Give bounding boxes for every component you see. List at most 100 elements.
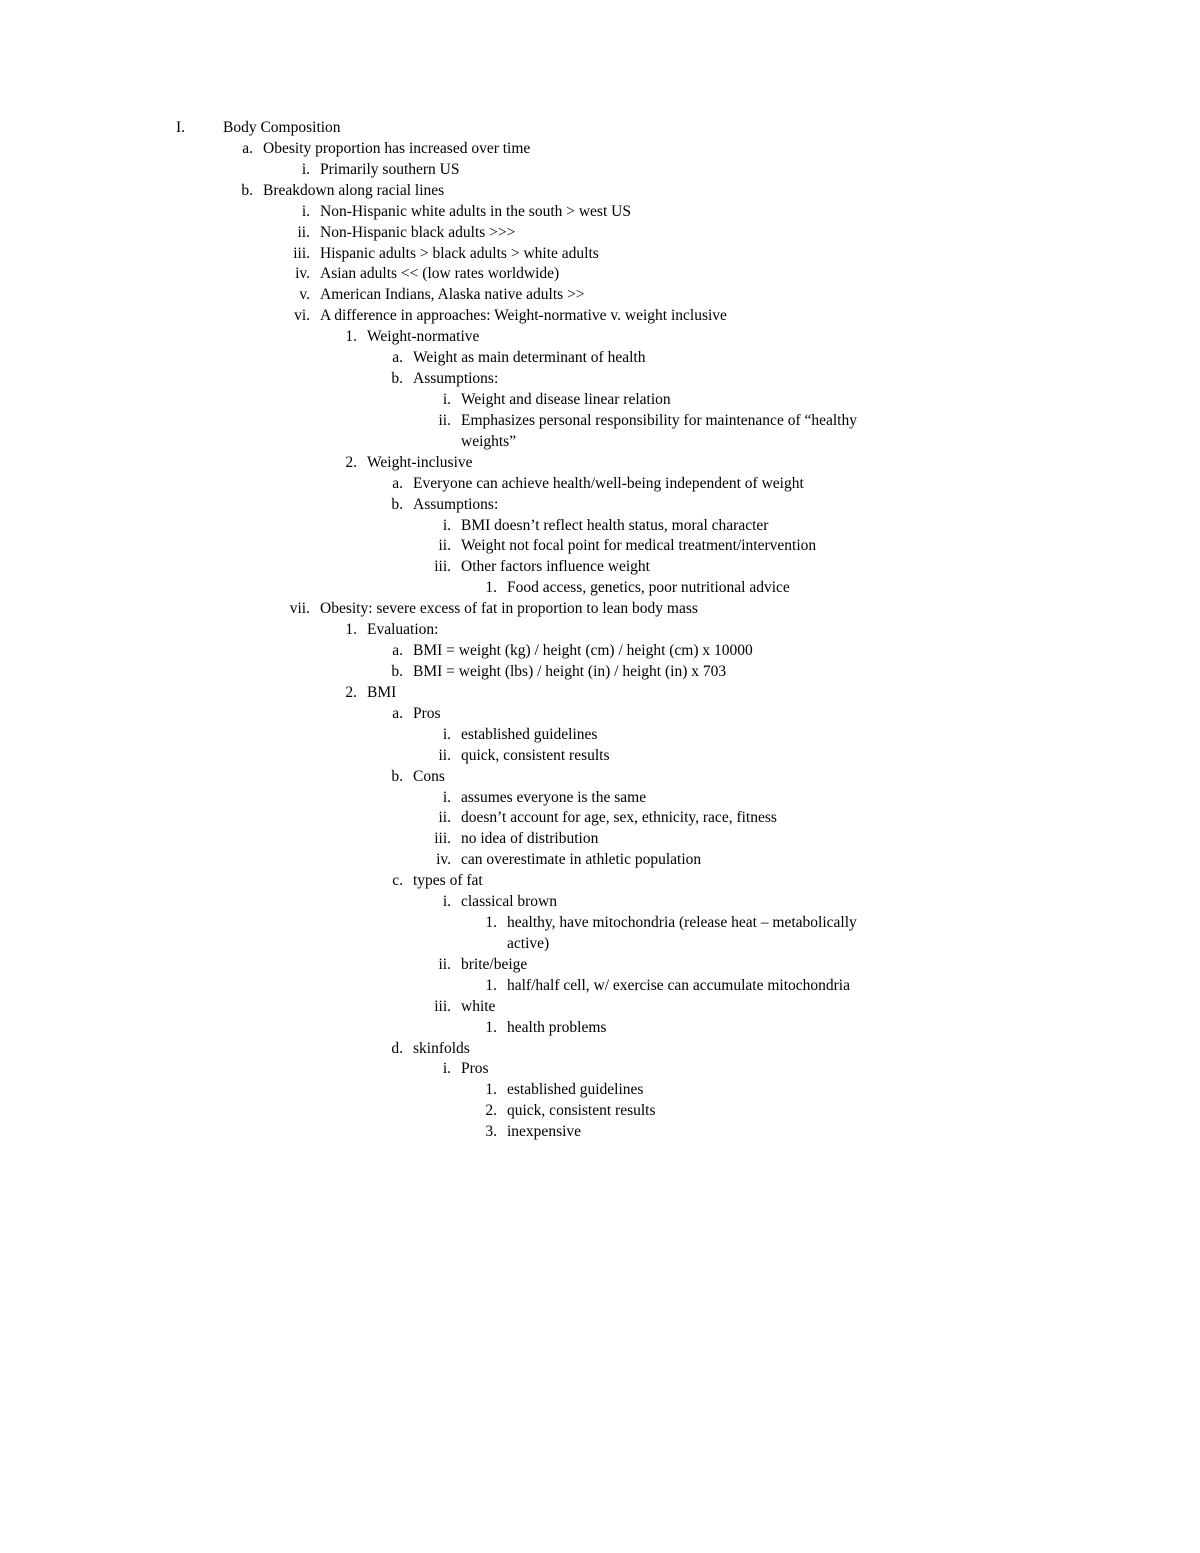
outline-row: 1.health problems (145, 1018, 1060, 1039)
outline-row: i.classical brown (145, 892, 1060, 913)
outline-marker: 1. (145, 1080, 497, 1101)
outline-row: 1.Food access, genetics, poor nutritiona… (145, 578, 1060, 599)
outline-row: i.Pros (145, 1059, 1060, 1080)
outline-row: i.established guidelines (145, 725, 1060, 746)
outline-marker: 3. (145, 1122, 497, 1143)
outline-marker: iii. (145, 829, 451, 850)
outline-marker: i. (145, 788, 451, 809)
outline-marker: 1. (145, 1018, 497, 1039)
outline-marker: i. (145, 1059, 451, 1080)
outline-marker: 2. (145, 1101, 497, 1122)
outline-row: 1.healthy, have mitochondria (release he… (145, 913, 1060, 955)
outline-text: Body Composition (185, 118, 341, 139)
document-page: I.Body Compositiona.Obesity proportion h… (0, 0, 1200, 1553)
outline-marker: b. (145, 495, 403, 516)
outline-row: a.Obesity proportion has increased over … (145, 139, 1060, 160)
outline-marker: i. (145, 725, 451, 746)
outline-marker: ii. (145, 746, 451, 767)
outline-text: types of fat (403, 871, 483, 892)
outline-marker: b. (145, 767, 403, 788)
outline-text: Pros (403, 704, 441, 725)
outline-text: Obesity proportion has increased over ti… (253, 139, 530, 160)
outline-marker: i. (145, 390, 451, 411)
outline-text: Weight-inclusive (357, 453, 473, 474)
outline-text: Weight-normative (357, 327, 479, 348)
outline-row: 1.half/half cell, w/ exercise can accumu… (145, 976, 1060, 997)
outline-row: b.Cons (145, 767, 1060, 788)
outline-text: Obesity: severe excess of fat in proport… (310, 599, 698, 620)
outline-row: b.Assumptions: (145, 495, 1060, 516)
outline-text: quick, consistent results (497, 1101, 656, 1122)
outline-marker: 1. (145, 578, 497, 599)
outline-text: Hispanic adults > black adults > white a… (310, 244, 599, 265)
outline-row: iii.no idea of distribution (145, 829, 1060, 850)
outline-text: half/half cell, w/ exercise can accumula… (497, 976, 850, 997)
outline-text: Everyone can achieve health/well-being i… (403, 474, 804, 495)
outline-marker: ii. (145, 808, 451, 829)
outline-marker: 1. (145, 976, 497, 997)
outline-marker: i. (145, 892, 451, 913)
outline-marker: i. (145, 202, 310, 223)
outline-marker: 1. (145, 913, 497, 934)
outline-row: i.Primarily southern US (145, 160, 1060, 181)
outline-marker: 2. (145, 683, 357, 704)
outline-row: b.Breakdown along racial lines (145, 181, 1060, 202)
outline-text: Evaluation: (357, 620, 438, 641)
outline-text: Emphasizes personal responsibility for m… (451, 411, 861, 453)
outline-row: 1.Evaluation: (145, 620, 1060, 641)
outline-row: 1.Weight-normative (145, 327, 1060, 348)
outline-row: ii.Non-Hispanic black adults >>> (145, 223, 1060, 244)
outline-marker: 1. (145, 620, 357, 641)
outline-row: 3.inexpensive (145, 1122, 1060, 1143)
outline-marker: I. (153, 118, 185, 139)
outline-marker: vi. (145, 306, 310, 327)
outline-text: white (451, 997, 495, 1018)
outline-row: b.Assumptions: (145, 369, 1060, 390)
outline-text: Breakdown along racial lines (253, 181, 444, 202)
outline-row: iii.white (145, 997, 1060, 1018)
outline-text: BMI (357, 683, 396, 704)
outline-row: ii.doesn’t account for age, sex, ethnici… (145, 808, 1060, 829)
outline-marker: i. (145, 516, 451, 537)
outline-marker: a. (145, 704, 403, 725)
outline-marker: vii. (145, 599, 310, 620)
outline-marker: iv. (145, 264, 310, 285)
outline-marker: 1. (145, 327, 357, 348)
outline-text: BMI doesn’t reflect health status, moral… (451, 516, 768, 537)
outline-row: 1.established guidelines (145, 1080, 1060, 1101)
outline-marker: iv. (145, 850, 451, 871)
outline-row: i.BMI doesn’t reflect health status, mor… (145, 516, 1060, 537)
outline-text: inexpensive (497, 1122, 581, 1143)
outline-text: can overestimate in athletic population (451, 850, 701, 871)
outline-row: I.Body Composition (145, 118, 1060, 139)
outline-row: vi.A difference in approaches: Weight-no… (145, 306, 1060, 327)
outline-row: iii.Hispanic adults > black adults > whi… (145, 244, 1060, 265)
outline-row: 2.Weight-inclusive (145, 453, 1060, 474)
outline-row: c.types of fat (145, 871, 1060, 892)
outline-text: skinfolds (403, 1039, 470, 1060)
outline-marker: i. (145, 160, 310, 181)
outline-row: ii.Emphasizes personal responsibility fo… (145, 411, 1060, 453)
outline-marker: v. (145, 285, 310, 306)
outline-row: ii.brite/beige (145, 955, 1060, 976)
outline-marker: c. (145, 871, 403, 892)
outline-text: health problems (497, 1018, 606, 1039)
outline-marker: 2. (145, 453, 357, 474)
outline-text: Food access, genetics, poor nutritional … (497, 578, 790, 599)
outline-text: Assumptions: (403, 495, 498, 516)
outline-marker: b. (145, 181, 253, 202)
outline-row: a.BMI = weight (kg) / height (cm) / heig… (145, 641, 1060, 662)
outline-marker: b. (145, 662, 403, 683)
outline-text: quick, consistent results (451, 746, 610, 767)
outline-row: ii.Weight not focal point for medical tr… (145, 536, 1060, 557)
outline-text: Pros (451, 1059, 489, 1080)
outline-row: iii.Other factors influence weight (145, 557, 1060, 578)
outline-text: American Indians, Alaska native adults >… (310, 285, 585, 306)
outline-row: v.American Indians, Alaska native adults… (145, 285, 1060, 306)
outline-text: Assumptions: (403, 369, 498, 390)
outline-text: Non-Hispanic black adults >>> (310, 223, 515, 244)
outline-text: Other factors influence weight (451, 557, 650, 578)
outline-row: iv.can overestimate in athletic populati… (145, 850, 1060, 871)
outline-text: Asian adults << (low rates worldwide) (310, 264, 559, 285)
outline-row: a.Weight as main determinant of health (145, 348, 1060, 369)
